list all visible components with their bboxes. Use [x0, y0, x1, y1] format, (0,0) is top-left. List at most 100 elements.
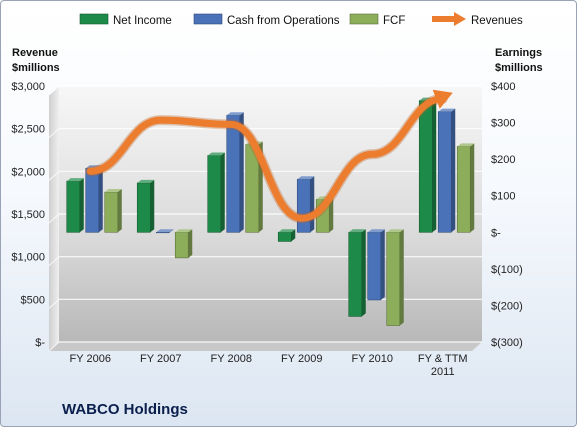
bar-fcf	[386, 229, 404, 326]
bar-front	[386, 231, 401, 326]
gridline-side	[48, 85, 60, 96]
bar-front	[104, 191, 119, 233]
left-axis-tick-label: $2,000	[11, 166, 45, 178]
bar-front	[437, 111, 452, 233]
bar-top	[207, 152, 225, 156]
bar-front	[348, 231, 363, 317]
bar-front	[207, 155, 222, 233]
bar-side	[79, 178, 84, 233]
plot-floor	[49, 342, 482, 351]
bar-side	[451, 108, 456, 233]
bar-net-income	[348, 229, 366, 317]
right-axis-tick-label: $100	[491, 191, 515, 203]
bar-front	[66, 180, 81, 233]
legend-label: FCF	[383, 15, 405, 27]
bar-fcf	[245, 141, 263, 233]
category-label: FY 2010	[352, 353, 393, 365]
bar-top	[278, 229, 296, 233]
bar-side	[220, 152, 225, 233]
right-axis-tick-label: $(300)	[491, 337, 523, 349]
plot-area: $- $500 $1,000 $1,500 $2,000 $2,500 $3,000 $(30…	[11, 81, 522, 378]
left-axis-title: Revenue	[12, 47, 58, 59]
category-label: FY & TTM	[418, 353, 468, 365]
bar-side	[380, 229, 385, 300]
bar-top	[457, 143, 475, 147]
left-axis-tick-label: $2,500	[11, 124, 45, 136]
legend-swatch-arrow	[454, 12, 466, 26]
bar-side	[399, 229, 404, 326]
bar-top	[137, 179, 155, 183]
bar-top	[367, 229, 385, 233]
legend-swatch	[349, 13, 379, 25]
bar-side	[98, 165, 103, 233]
gridline-side	[48, 128, 60, 139]
bar-top	[438, 108, 456, 112]
bar-fcf	[456, 143, 475, 233]
left-axis-tick-label: $3,000	[11, 81, 45, 93]
right-axis-tick-label: $200	[491, 154, 515, 166]
bar-side	[188, 229, 193, 258]
bar-top	[386, 229, 404, 233]
bar-front	[456, 146, 471, 233]
bar-side	[150, 179, 155, 233]
bar-front	[174, 231, 189, 259]
bar-side	[329, 196, 334, 233]
bar-net-income	[277, 229, 296, 242]
gridline-side	[48, 256, 60, 267]
right-axis-tick-label: $400	[491, 81, 515, 93]
bar-front	[136, 182, 151, 233]
legend-label: Revenues	[471, 15, 523, 27]
right-axis-title: $millions	[495, 62, 543, 74]
bar-fcf	[174, 229, 193, 259]
left-axis-title: $millions	[12, 62, 60, 74]
gridline-side	[48, 341, 60, 352]
legend-swatch	[193, 13, 223, 25]
right-axis-tick-label: $(100)	[491, 264, 523, 276]
bar-cash-from-operations	[85, 165, 103, 233]
gridline-side	[48, 298, 60, 309]
bar-net-income	[418, 97, 437, 233]
bar-front	[226, 114, 241, 233]
right-axis-tick-label: $300	[491, 118, 515, 130]
left-axis-tick-label: $1,000	[11, 252, 45, 264]
right-axis-tick-label: $(200)	[491, 300, 523, 312]
legend-swatch	[79, 13, 109, 25]
bar-top	[104, 189, 122, 193]
bar-side	[432, 97, 437, 233]
bar-net-income	[207, 152, 225, 233]
revenues-arrow-head	[432, 89, 453, 109]
bar-top	[348, 229, 366, 233]
gridline-side	[48, 213, 60, 224]
bar-cash-from-operations	[155, 229, 174, 234]
left-axis-tick-label: $1,500	[11, 209, 45, 221]
bar-top	[297, 176, 315, 180]
bar-top	[226, 112, 244, 116]
bar-top	[156, 229, 174, 233]
bar-front	[367, 231, 382, 301]
right-axis-tick-label: $-	[491, 227, 501, 239]
bar-top	[66, 178, 84, 182]
legend-label: Net Income	[113, 15, 172, 27]
bar-front	[418, 100, 433, 233]
legend: Net Income Cash from Operations FCF Revenue…	[79, 12, 523, 27]
bar-side	[291, 229, 296, 242]
category-label: FY 2008	[211, 353, 252, 365]
left-axis-tick-label: $-	[35, 337, 45, 349]
company-title: WABCO Holdings	[62, 401, 188, 418]
bar-side	[239, 112, 244, 233]
legend-label: Cash from Operations	[227, 15, 340, 27]
bar-cash-from-operations	[296, 176, 315, 233]
bar-front	[296, 178, 311, 233]
bar-cash-from-operations	[437, 108, 456, 233]
bar-front	[277, 231, 292, 242]
bar-top	[175, 229, 193, 233]
bar-front	[85, 167, 100, 233]
revenues-line	[86, 95, 447, 222]
bar-fcf	[104, 189, 122, 233]
bar-side	[361, 229, 366, 317]
category-label: 2011	[431, 366, 455, 378]
axis-titles: Revenue $millions Earnings $millions	[12, 47, 543, 74]
bar-side	[169, 229, 174, 233]
category-label: FY 2007	[140, 353, 181, 365]
